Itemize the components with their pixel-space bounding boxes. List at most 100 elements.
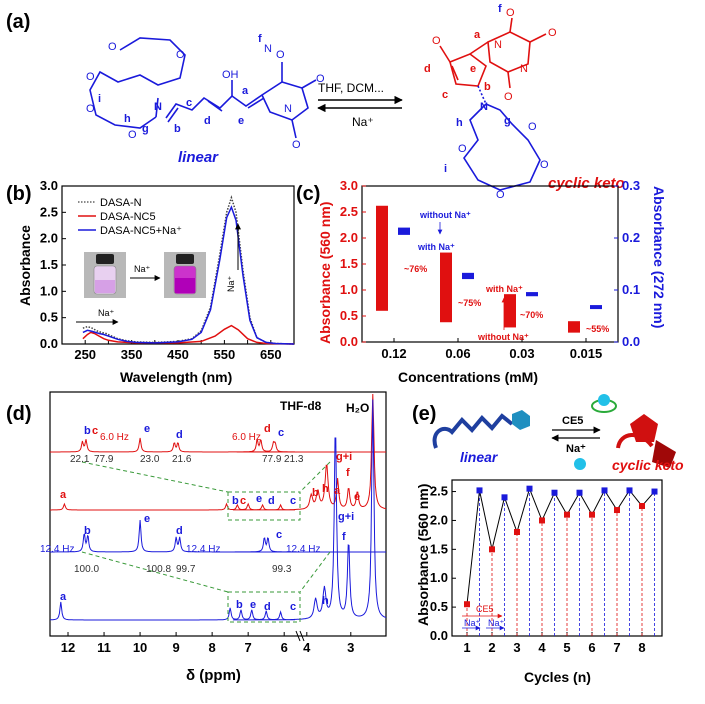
x-tick-label: 7 <box>613 640 620 655</box>
data-point <box>576 489 583 496</box>
y-tick-label: 1.0 <box>340 282 358 297</box>
peak-label: e <box>144 423 150 435</box>
vial-photo-after <box>164 252 206 298</box>
blue-labels: b e d c a b e d c h g+i f <box>60 511 354 613</box>
coupling-constant: 12.4 Hz <box>40 544 74 555</box>
integral: 77.9 <box>94 454 114 465</box>
coupling-constant: 12.4 Hz <box>286 544 320 555</box>
y-tick-label: 0.5 <box>40 310 58 325</box>
peak-label: c <box>290 495 296 507</box>
panel-a: (a) O O O O O N OH O O O N N <box>6 3 625 201</box>
atom-o: O <box>276 49 285 61</box>
atom-o: O <box>432 35 441 47</box>
annotation: without Na⁺ <box>477 332 529 342</box>
atom-o: O <box>292 139 301 151</box>
atom-o: O <box>128 129 137 141</box>
x-tick-label: 4 <box>303 640 311 655</box>
y-tick-label: 0.0 <box>430 628 448 643</box>
atom-label-a: a <box>242 85 249 97</box>
linear-labels: O O O O O N OH O O O N N f a b c d e g h… <box>86 33 325 151</box>
series-line <box>466 487 655 605</box>
peak-label: f <box>346 467 350 479</box>
atom-label-f: f <box>258 33 262 45</box>
atom-o: O <box>86 103 95 115</box>
peak-label: c <box>240 495 246 507</box>
crown-ion-icon <box>591 394 617 413</box>
y-axis-label: Absorbance (560 nm) <box>415 484 431 626</box>
data-point <box>539 517 545 524</box>
cartoon-arrow-label: Na⁺ <box>566 443 586 455</box>
panel-c: (c) 0.0 0.5 1.0 1.5 2.0 2.5 3.0 0.0 0.1 0.2 0.3 0.1… <box>296 178 667 385</box>
cyclic-labels: O O O O N N N O O O O a b c d e f g h i <box>424 3 557 201</box>
panel-b-label: (b) <box>6 183 32 205</box>
cyclic-cartoon <box>616 414 676 468</box>
x-tick-label: 1 <box>463 640 470 655</box>
data-point <box>589 511 595 518</box>
axis-break <box>295 630 301 642</box>
chart-c-bars <box>376 205 602 333</box>
blue-j-labels: 12.4 Hz 12.4 Hz 12.4 Hz <box>40 544 320 555</box>
y-tick-label: 1.5 <box>430 541 448 556</box>
x-tick-label: 11 <box>97 640 111 655</box>
nmr-spectra <box>50 393 387 621</box>
sodium-ion-icon <box>574 458 586 470</box>
cartoon-arrow-label: CE5 <box>562 415 583 427</box>
y-tick-label-right: 0.1 <box>622 282 640 297</box>
peak-label: c <box>278 427 284 439</box>
bar-560 <box>504 294 516 328</box>
y-axis-label-left: Absorbance (560 nm) <box>317 202 333 344</box>
cartoon-cyclic-name: cyclic keto <box>612 457 684 473</box>
panel-d: (d) b c e d d c a b c e d c b h g+i <box>6 391 387 684</box>
na-annotation-uv: Na⁺ <box>98 308 115 318</box>
coupling-constant: 6.0 Hz <box>232 432 261 443</box>
chart-c-axes: 0.0 0.5 1.0 1.5 2.0 2.5 3.0 0.0 0.1 0.2 0.3 0.12 0.0… <box>340 178 640 361</box>
peak-label: h <box>322 595 329 607</box>
integral: 23.0 <box>140 454 160 465</box>
x-tick-label: 0.06 <box>445 346 470 361</box>
reaction-conditions: THF, DCM... <box>318 81 384 95</box>
panel-a-label: (a) <box>6 11 30 33</box>
chart-e-axes: 1 2 3 4 5 6 7 8 0.0 0.5 1.0 1.5 2.0 2.5 <box>430 484 646 655</box>
data-point <box>614 507 620 514</box>
y-tick-label: 3.0 <box>340 178 358 193</box>
plot-frame <box>361 185 619 343</box>
panel-d-label: (d) <box>6 403 32 425</box>
panel-e-label: (e) <box>412 403 436 425</box>
x-tick-label: 8 <box>209 640 216 655</box>
atom-label-i: i <box>444 163 447 175</box>
integral: 77.9 <box>262 454 282 465</box>
atom-o: O <box>176 49 185 61</box>
atom-n: N <box>480 101 488 113</box>
annotation: without Na⁺ <box>419 210 471 220</box>
bar-272 <box>398 227 410 235</box>
x-tick-label: 0.12 <box>381 346 406 361</box>
spectrum-blue-full <box>50 399 387 621</box>
x-tick-label: 350 <box>121 347 143 362</box>
atom-o: O <box>504 91 513 103</box>
peak-label: c <box>92 425 98 437</box>
x-tick-label: 10 <box>133 640 147 655</box>
legend-entry: DASA-NC5 <box>100 211 156 223</box>
peak-label: e <box>144 513 150 525</box>
atom-label-g: g <box>504 115 511 127</box>
y-tick-label-right: 0.0 <box>622 334 640 349</box>
peak-label: c <box>290 601 296 613</box>
data-point <box>476 487 483 494</box>
cartoon-linear-name: linear <box>460 449 499 465</box>
annotation: with Na⁺ <box>417 242 455 252</box>
vial-arrow-label: Na⁺ <box>134 264 151 274</box>
atom-n: N <box>154 101 162 113</box>
peak-label: b <box>236 599 243 611</box>
x-tick-label: 0.03 <box>509 346 534 361</box>
atom-o: O <box>496 189 505 201</box>
annotation: ~75% <box>458 298 481 308</box>
integral: 21.3 <box>284 454 304 465</box>
bar-560 <box>376 205 388 311</box>
peak-label: a <box>60 489 67 501</box>
peak-label: e <box>354 491 360 503</box>
atom-o: O <box>458 143 467 155</box>
peak-label: g+i <box>338 511 354 523</box>
atom-label-f: f <box>498 3 502 15</box>
cyclic-structure <box>439 17 547 191</box>
linear-name: linear <box>178 149 219 166</box>
